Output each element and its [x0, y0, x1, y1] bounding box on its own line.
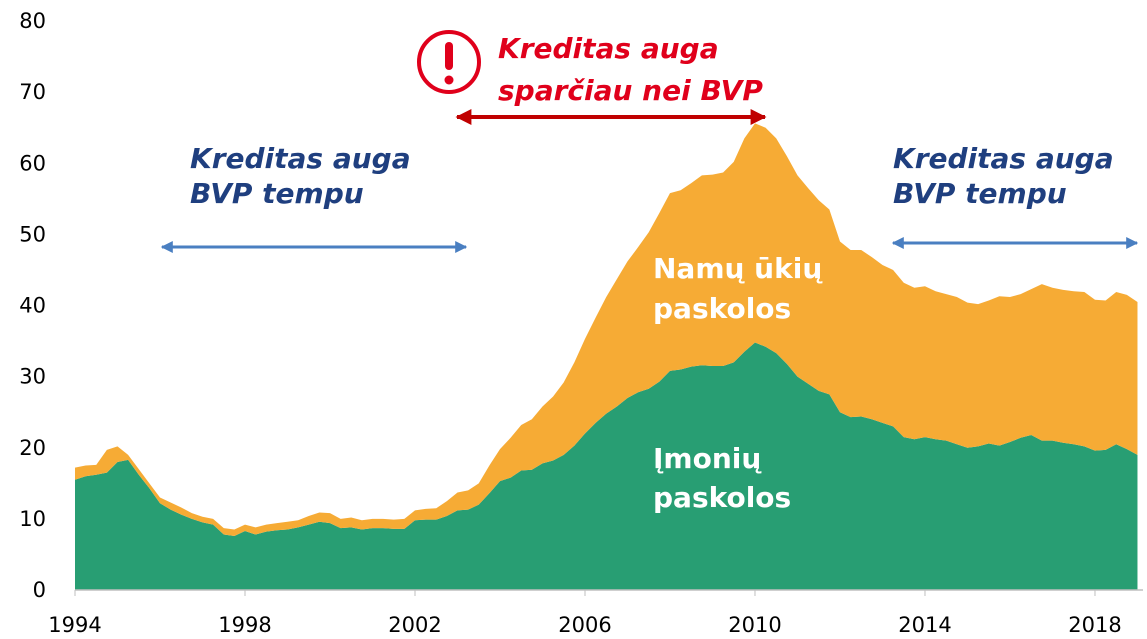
- warning-icon: [417, 30, 481, 94]
- y-tick-label: 20: [19, 436, 46, 460]
- y-tick-label: 60: [19, 151, 46, 175]
- area-label-line: paskolos: [653, 292, 791, 325]
- y-tick-label: 70: [19, 80, 46, 104]
- x-tick-label: 1994: [48, 613, 101, 637]
- y-tick-label: 30: [19, 365, 46, 389]
- annotation: BVP tempu: [190, 177, 364, 210]
- area-label-line: paskolos: [653, 481, 791, 514]
- area-label-line: Namų ūkių: [653, 252, 823, 285]
- plot-area: [75, 123, 1138, 590]
- y-tick-label: 0: [33, 578, 46, 602]
- annotation: Kreditas auga: [893, 142, 1114, 175]
- annotation: Kreditas auga: [190, 142, 411, 175]
- area-label-line: Įmonių: [653, 442, 762, 475]
- x-tick-label: 2010: [728, 613, 781, 637]
- annotation: sparčiau nei BVP: [498, 74, 763, 107]
- x-tick-label: 2006: [558, 613, 611, 637]
- y-tick-label: 40: [19, 294, 46, 318]
- x-tick-label: 2002: [388, 613, 441, 637]
- x-tick-label: 2018: [1068, 613, 1121, 637]
- y-tick-label: 50: [19, 222, 46, 246]
- area: [75, 123, 1138, 536]
- annotation: Kreditas auga: [498, 32, 719, 65]
- x-tick-label: 2014: [898, 613, 951, 637]
- y-tick-label: 10: [19, 507, 46, 531]
- area-label: Namų ūkių paskolos: [653, 252, 823, 325]
- y-tick-label: 80: [19, 9, 46, 33]
- area-label: Įmonių paskolos: [653, 442, 791, 514]
- x-tick-label: 1998: [218, 613, 271, 637]
- area: [75, 342, 1138, 590]
- annotation: BVP tempu: [893, 177, 1067, 210]
